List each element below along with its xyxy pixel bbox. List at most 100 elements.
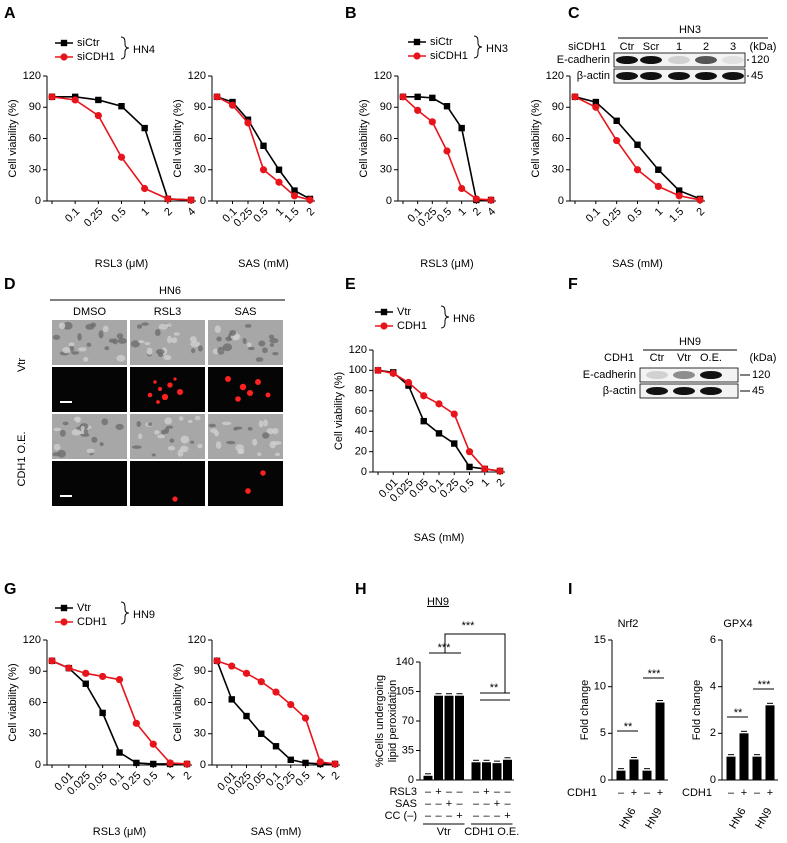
sign: – bbox=[435, 810, 442, 822]
band-label: β-actin bbox=[603, 385, 636, 397]
sign: – bbox=[425, 786, 432, 798]
x-axis-title: RSL3 (μM) bbox=[93, 826, 146, 838]
cell bbox=[147, 422, 153, 427]
marker bbox=[272, 688, 280, 696]
cell bbox=[272, 441, 282, 446]
x-tick-label: 0.25 bbox=[82, 206, 106, 230]
chart-title: GPX4 bbox=[723, 618, 752, 630]
x-tick-label: 1 bbox=[164, 770, 177, 783]
series-line bbox=[377, 369, 501, 472]
marker bbox=[95, 96, 102, 104]
red-signal bbox=[239, 383, 247, 391]
sign: – bbox=[473, 810, 480, 822]
marker bbox=[655, 166, 662, 173]
band bbox=[673, 387, 695, 395]
cell bbox=[272, 351, 279, 356]
cell bbox=[190, 440, 195, 444]
y-tick-label: 90 bbox=[552, 101, 564, 113]
chart-title: Nrf2 bbox=[618, 618, 639, 630]
cell bbox=[101, 418, 109, 426]
cell bbox=[144, 341, 151, 346]
cell bbox=[62, 321, 73, 330]
red-signal bbox=[147, 392, 153, 398]
y-tick-label: 60 bbox=[29, 696, 41, 708]
group-label: HN6 bbox=[453, 313, 475, 325]
sign: + bbox=[446, 798, 452, 810]
cell bbox=[80, 425, 85, 432]
band-label: E-cadherin bbox=[583, 369, 636, 381]
marker bbox=[450, 410, 458, 418]
y-tick-label: 20 bbox=[355, 446, 367, 458]
marker bbox=[675, 187, 683, 194]
legend-bracket bbox=[440, 305, 450, 329]
legend-label: CDH1 bbox=[77, 616, 107, 628]
cell bbox=[173, 332, 180, 336]
sign: + bbox=[657, 787, 663, 799]
red-signal bbox=[177, 389, 183, 395]
y-tick-label: 140 bbox=[396, 656, 414, 668]
cell bbox=[229, 330, 237, 336]
panel-label: G bbox=[4, 581, 16, 598]
cell bbox=[157, 434, 165, 439]
group-label: HN9 bbox=[133, 609, 155, 621]
y-tick-label: 60 bbox=[194, 132, 206, 144]
x-tick-label: 1 bbox=[479, 477, 492, 490]
legend-marker bbox=[413, 52, 421, 60]
marker bbox=[275, 166, 283, 173]
marker bbox=[399, 93, 407, 101]
y-tick-label: 0 bbox=[710, 774, 716, 786]
cell bbox=[138, 340, 145, 344]
cell bbox=[99, 442, 104, 447]
y-tick-label: 90 bbox=[29, 665, 41, 677]
fluorescence-image bbox=[130, 367, 205, 412]
micro-column-label: RSL3 bbox=[154, 306, 182, 318]
group-label: HN9 bbox=[643, 806, 664, 831]
y-tick-label: 40 bbox=[355, 425, 367, 437]
marker bbox=[404, 378, 413, 387]
red-signal bbox=[153, 380, 157, 384]
cell bbox=[247, 426, 253, 431]
sign: – bbox=[754, 787, 761, 799]
y-tick-label: 120 bbox=[349, 344, 367, 356]
marker bbox=[472, 195, 480, 203]
x-tick-label: 0.5 bbox=[457, 477, 476, 496]
lane-label: 3 bbox=[730, 41, 736, 53]
y-tick-label: 100 bbox=[349, 364, 367, 376]
cell bbox=[138, 433, 143, 440]
legend-label: siCtr bbox=[430, 36, 453, 48]
x-tick-label: 0.5 bbox=[141, 770, 160, 789]
bar bbox=[726, 756, 736, 780]
sign: – bbox=[456, 786, 463, 798]
cell bbox=[246, 342, 252, 348]
group-label: HN6 bbox=[727, 806, 748, 831]
y-tick-label: 15 bbox=[594, 634, 606, 646]
cell bbox=[115, 423, 124, 430]
significance: *** bbox=[462, 620, 476, 632]
sign: – bbox=[504, 798, 511, 810]
marker bbox=[117, 153, 126, 161]
legend-marker bbox=[60, 39, 68, 47]
band-size: 120 bbox=[752, 369, 770, 381]
sign-row-label: RSL3 bbox=[389, 786, 417, 798]
y-tick-label: 30 bbox=[29, 728, 41, 740]
sign: + bbox=[631, 787, 637, 799]
y-tick-label: 60 bbox=[552, 132, 564, 144]
band bbox=[616, 56, 638, 64]
lane-label: Ctr bbox=[620, 41, 635, 53]
red-signal bbox=[173, 377, 177, 381]
cell bbox=[104, 346, 110, 351]
cell bbox=[83, 429, 89, 435]
bar bbox=[739, 733, 749, 780]
marker bbox=[243, 712, 250, 720]
x-tick-label: 2 bbox=[494, 477, 507, 490]
cell bbox=[155, 349, 165, 355]
y-axis-title: Cell viability (%) bbox=[172, 663, 184, 741]
marker bbox=[48, 93, 56, 101]
legend-marker bbox=[60, 53, 68, 61]
marker bbox=[435, 430, 443, 437]
cell bbox=[62, 347, 71, 354]
cell bbox=[58, 322, 66, 329]
x-tick-label: 0.5 bbox=[435, 206, 454, 225]
marker bbox=[420, 392, 428, 400]
bar bbox=[455, 695, 464, 780]
